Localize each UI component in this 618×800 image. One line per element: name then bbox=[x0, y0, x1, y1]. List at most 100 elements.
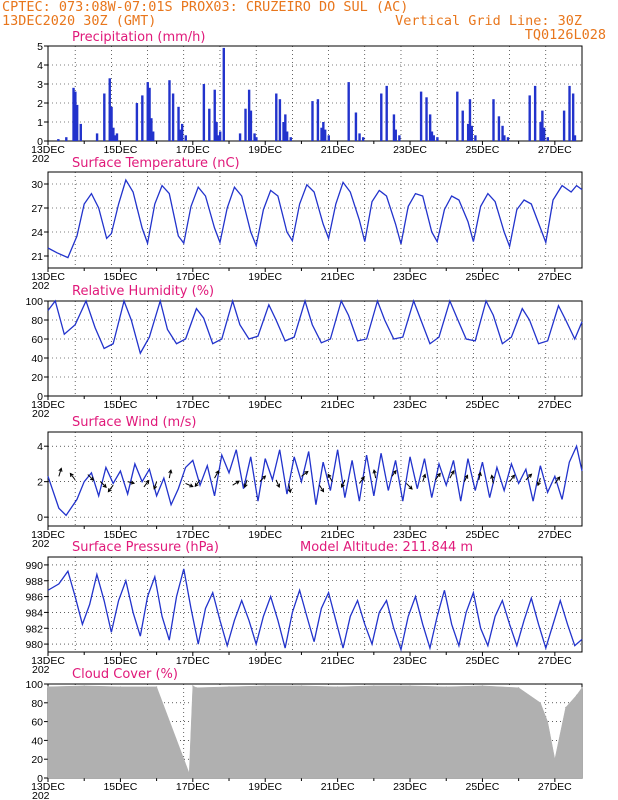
wind-arrow-head bbox=[145, 479, 150, 485]
wind-arrow-shaft bbox=[301, 471, 309, 477]
x-tick-label: 17DEC bbox=[176, 271, 210, 283]
wind-arrow bbox=[434, 472, 441, 481]
x-tick-label: 25DEC bbox=[466, 271, 500, 283]
precip-bar bbox=[358, 133, 361, 141]
wind-arrow bbox=[477, 471, 482, 480]
precip-bar bbox=[171, 93, 175, 141]
wind-arrow-head bbox=[168, 469, 173, 474]
y-tick-label: 4 bbox=[37, 441, 43, 453]
x-tick-label: 23DEC bbox=[393, 655, 427, 667]
x-tick-label: 15DEC bbox=[103, 144, 137, 156]
x-tick-label: 23DEC bbox=[393, 144, 427, 156]
x-tick-label: 13DEC bbox=[31, 655, 65, 667]
precip-bar bbox=[74, 91, 77, 141]
y-tick-label: 24 bbox=[31, 227, 43, 239]
year-fragment: 202 bbox=[32, 280, 50, 292]
precip-bar bbox=[213, 89, 216, 141]
precip-bar bbox=[108, 78, 111, 141]
x-tick-label: 15DEC bbox=[103, 655, 137, 667]
wind-arrow bbox=[340, 479, 346, 489]
wind-arrow bbox=[406, 483, 413, 490]
wind-arrow bbox=[490, 474, 495, 484]
wind-arrow-head bbox=[235, 480, 240, 485]
precip-bar bbox=[419, 91, 423, 141]
wind-arrow-head bbox=[360, 476, 365, 481]
x-tick-label: 17DEC bbox=[176, 399, 210, 411]
wind-arrow-head bbox=[320, 488, 325, 493]
precip-bar bbox=[392, 114, 396, 141]
wind-arrow-head bbox=[556, 476, 561, 481]
year-fragment: 202 bbox=[32, 408, 50, 420]
wind-arrow-shaft bbox=[422, 474, 426, 482]
precip-bar bbox=[275, 93, 278, 141]
x-tick-label: 19DEC bbox=[248, 781, 282, 793]
year-fragment: 202 bbox=[32, 538, 50, 550]
y-tick-label: 60 bbox=[31, 334, 43, 346]
wind-arrow-head bbox=[490, 474, 495, 479]
y-tick-label: 2 bbox=[37, 477, 43, 489]
wind-arrow bbox=[422, 473, 427, 482]
precip-bar bbox=[249, 110, 253, 141]
y-tick-label: 0 bbox=[37, 512, 43, 524]
wind-arrow-head bbox=[436, 472, 441, 478]
plot-frame bbox=[47, 45, 583, 142]
x-tick-label: 17DEC bbox=[176, 144, 210, 156]
precip-bar bbox=[151, 131, 155, 141]
cloud-cover-point bbox=[119, 686, 122, 688]
wind-arrow-shaft bbox=[406, 483, 413, 490]
x-tick-label: 27DEC bbox=[538, 781, 572, 793]
precip-bar bbox=[72, 87, 75, 141]
precip-bar bbox=[112, 127, 115, 141]
cloud-cover-point bbox=[195, 687, 198, 689]
wind-arrow-head bbox=[58, 467, 63, 472]
cloud-cover-point bbox=[539, 702, 541, 704]
panel-title-wind: Surface Wind (m/s) bbox=[72, 415, 196, 430]
wind-arrow-shaft bbox=[449, 470, 455, 479]
precip-bar bbox=[247, 89, 251, 141]
cloud-cover-point bbox=[300, 685, 303, 687]
cloud-cover-point bbox=[47, 686, 49, 688]
y-tick-label: 988 bbox=[25, 576, 43, 588]
precip-bar bbox=[141, 95, 144, 141]
precip-bar bbox=[115, 133, 119, 141]
y-tick-label: 990 bbox=[25, 560, 43, 572]
cloud-cover-point bbox=[409, 685, 411, 687]
wind-arrow-shaft bbox=[69, 473, 76, 481]
wind-arrow-shaft bbox=[214, 470, 219, 479]
wind-arrow-head bbox=[215, 470, 220, 475]
precip-bar bbox=[497, 116, 501, 141]
precip-bar bbox=[562, 110, 566, 141]
wind-arrow bbox=[259, 475, 267, 483]
wind-arrow bbox=[87, 474, 95, 481]
precip-bar bbox=[432, 135, 435, 141]
precip-bar bbox=[501, 125, 504, 141]
cloud-cover-point bbox=[192, 685, 194, 687]
wind-arrow bbox=[194, 479, 201, 488]
wind-arrow-head bbox=[372, 469, 377, 474]
rh-line bbox=[47, 298, 583, 355]
precip-bar bbox=[394, 129, 397, 141]
x-tick-label: 27DEC bbox=[538, 529, 572, 541]
y-tick-label: 1 bbox=[37, 117, 43, 129]
x-tick-label: 21DEC bbox=[321, 399, 355, 411]
precip-bar bbox=[533, 85, 537, 141]
x-tick-label: 21DEC bbox=[321, 655, 355, 667]
precip-bar bbox=[65, 137, 68, 141]
x-tick-label: 15DEC bbox=[103, 271, 137, 283]
header-date: 13DEC2020 30Z (GMT) bbox=[2, 13, 157, 29]
wind-arrow-head bbox=[327, 473, 332, 478]
cloud-cover-point bbox=[156, 686, 158, 688]
plot-frame bbox=[47, 556, 583, 653]
precip-bar bbox=[278, 99, 282, 141]
y-tick-label: 2 bbox=[37, 98, 43, 110]
wind-arrow bbox=[391, 469, 397, 477]
precip-bar bbox=[179, 129, 182, 141]
wind-arrow bbox=[463, 474, 469, 482]
wind-arrow-head bbox=[527, 473, 533, 478]
wind-arrow-shaft bbox=[107, 484, 114, 492]
precip-bar bbox=[282, 122, 285, 141]
panel-rh: 0 20 40 60 80 100 13DEC 15DEC 17DEC 19DEC 21DEC 23D… bbox=[25, 284, 583, 420]
x-tick-label: 19DEC bbox=[248, 655, 282, 667]
precip-bar bbox=[320, 127, 323, 141]
wind-arrow bbox=[143, 479, 150, 488]
